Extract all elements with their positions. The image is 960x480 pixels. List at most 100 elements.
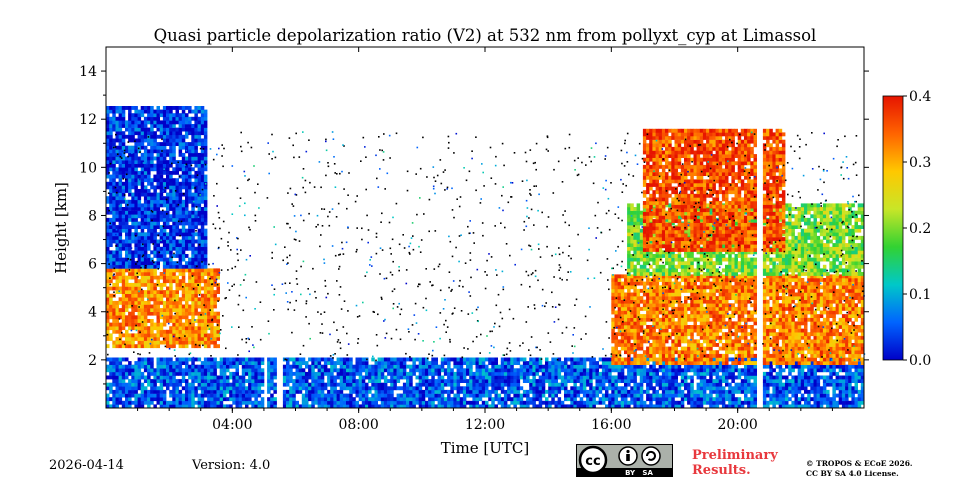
heatmap-cell (140, 297, 145, 302)
heatmap-cell (191, 304, 195, 309)
heatmap-cell (241, 368, 246, 373)
heatmap-cell (162, 315, 167, 320)
heatmap-cell (469, 361, 473, 365)
heatmap-cell (106, 232, 110, 237)
heatmap-cell (147, 393, 151, 398)
heatmap-cell (257, 371, 262, 376)
heatmap-cell (200, 400, 205, 405)
heatmap-cell (125, 300, 129, 305)
heatmap-cell (649, 371, 653, 376)
heatmap-cell (172, 375, 176, 380)
heatmap-cell (507, 379, 511, 383)
heatmap-cell (162, 393, 167, 398)
heatmap-cell (402, 393, 407, 398)
heatmap-cell (387, 386, 391, 391)
heatmap-cell (807, 404, 811, 409)
heatmap-cell (355, 393, 359, 398)
heatmap-cell (185, 170, 189, 175)
heatmap-cell (156, 304, 160, 309)
heatmap-cell (159, 167, 164, 172)
heatmap-cell (721, 404, 726, 409)
heatmap-cell (510, 400, 514, 405)
heatmap-cell (425, 364, 429, 369)
heatmap-cell (118, 357, 123, 362)
heatmap-cell (188, 404, 192, 409)
heatmap-cell (652, 386, 656, 391)
heatmap-cell (478, 361, 483, 365)
heatmap-cell (652, 368, 656, 373)
heatmap-cell (425, 404, 429, 409)
heatmap-cell (346, 397, 350, 402)
heatmap-cell (140, 217, 145, 222)
heatmap-cell (143, 116, 148, 121)
heatmap-cell (624, 299, 628, 304)
heatmap-cell (128, 189, 132, 193)
heatmap-cell (832, 386, 836, 391)
heatmap-cell (188, 357, 192, 362)
heatmap-cell (554, 393, 558, 398)
heatmap-cell (137, 257, 142, 262)
heatmap-cell (188, 329, 192, 334)
heatmap-cell (684, 393, 688, 398)
heatmap-cell (333, 400, 337, 405)
heatmap-cell (819, 393, 824, 398)
heatmap-cell (617, 386, 622, 391)
heatmap-cell (194, 156, 198, 161)
heatmap-cell (377, 397, 382, 402)
heatmap-cell (118, 185, 123, 190)
heatmap-cell (323, 364, 328, 369)
heatmap-cell (159, 232, 164, 237)
heatmap-cell (140, 120, 145, 125)
heatmap-cell (838, 389, 843, 394)
heatmap-cell (845, 397, 849, 402)
heatmap-cell (491, 371, 495, 376)
heatmap-cell (671, 382, 675, 387)
heatmap-cell (185, 329, 189, 334)
heatmap-cell (162, 243, 167, 247)
heatmap-cell (106, 400, 110, 405)
heatmap-cell (143, 293, 148, 298)
heatmap-cell (238, 386, 243, 391)
heatmap-cell (529, 379, 533, 383)
heatmap-cell (573, 364, 577, 369)
heatmap-cell (737, 389, 742, 394)
heatmap-cell (377, 364, 382, 369)
heatmap-cell (169, 382, 173, 387)
heatmap-cell (153, 264, 157, 269)
heatmap-cell (197, 235, 202, 240)
heatmap-cell (551, 393, 555, 398)
heatmap-cell (147, 113, 151, 118)
heatmap-cell (330, 382, 334, 387)
heatmap-cell (494, 404, 498, 409)
heatmap-cell (241, 371, 246, 376)
heatmap-cell (188, 326, 192, 331)
heatmap-cell (200, 322, 205, 327)
heatmap-cell (162, 142, 167, 146)
heatmap-cell (181, 293, 186, 298)
heatmap-cell (462, 397, 467, 402)
heatmap-cell (418, 361, 423, 365)
heatmap-cell (557, 361, 562, 365)
heatmap-cell (169, 160, 173, 164)
heatmap-cell (497, 368, 502, 373)
heatmap-cell (140, 185, 145, 190)
heatmap-cell (194, 189, 198, 193)
heatmap-cell (267, 368, 271, 373)
heatmap-cell (147, 160, 151, 164)
heatmap-cell (194, 297, 198, 302)
heatmap-cell (630, 379, 634, 383)
heatmap-cell (775, 375, 780, 380)
heatmap-cell (203, 131, 208, 136)
heatmap-cell (191, 364, 195, 369)
heatmap-cell (200, 340, 205, 345)
heatmap-cell (121, 174, 126, 179)
heatmap-cell (624, 400, 628, 405)
heatmap-cell (118, 368, 123, 373)
heatmap-cell (118, 174, 123, 179)
heatmap-cell (106, 170, 110, 175)
heatmap-cell (143, 397, 148, 402)
heatmap-cell (143, 170, 148, 175)
heatmap-cell (624, 361, 628, 365)
heatmap-cell (147, 337, 151, 341)
heatmap-cell (620, 303, 625, 308)
